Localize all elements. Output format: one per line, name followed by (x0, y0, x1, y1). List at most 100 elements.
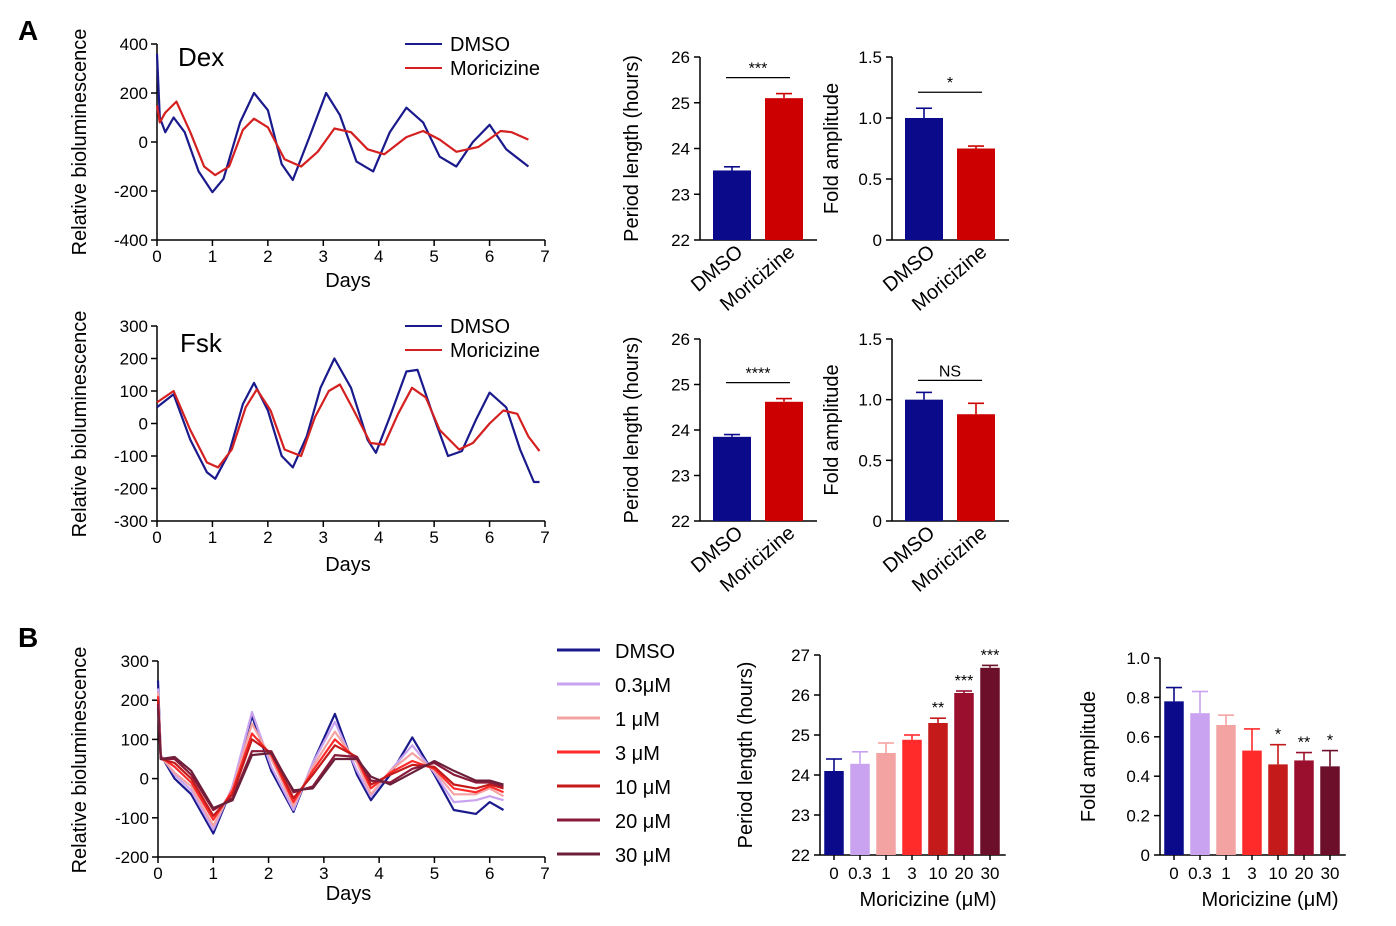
category-label: 1 (881, 864, 890, 883)
legend-label: DMSO (450, 316, 510, 338)
bar (957, 414, 995, 521)
x-tick-label: 6 (485, 528, 494, 547)
legend-label: 3 μM (615, 743, 660, 765)
y-tick-label: 23 (791, 806, 810, 825)
series-line-1 (155, 53, 530, 194)
category-label: 0.3 (1188, 864, 1212, 883)
x-tick-label: 6 (485, 247, 494, 266)
category-label: 30 (981, 864, 1000, 883)
y-tick-label: 300 (121, 652, 149, 671)
bar (980, 667, 1000, 855)
category-label: 10 (1269, 864, 1288, 883)
bar (1164, 701, 1184, 855)
bar (713, 170, 751, 240)
x-tick-label: 7 (540, 247, 549, 266)
y-tick-label: 1.5 (858, 330, 882, 349)
x-tick-label: 1 (209, 864, 218, 883)
x-tick-label: 7 (540, 528, 549, 547)
bar (1268, 764, 1288, 855)
y-tick-label: 1.0 (858, 391, 882, 410)
bar (1216, 724, 1236, 855)
significance-label: *** (749, 61, 768, 78)
y-tick-label: 22 (671, 512, 690, 531)
y-tick-label: 26 (671, 48, 690, 67)
bar (1294, 760, 1314, 855)
significance-label: ** (1298, 735, 1310, 752)
y-tick-label: 26 (671, 330, 690, 349)
y-axis-title: Relative bioluminescence (69, 647, 91, 874)
y-axis-title: Fold amplitude (1078, 691, 1100, 822)
x-axis-title: Days (325, 554, 371, 576)
y-axis-title: Period length (hours) (621, 55, 643, 242)
y-tick-label: 25 (671, 94, 690, 113)
x-axis-title: Days (326, 883, 372, 905)
series-line-2 (156, 383, 541, 469)
bar (850, 763, 870, 855)
category-label: 0.3 (848, 864, 872, 883)
x-tick-label: 1 (208, 528, 217, 547)
y-tick-label: 23 (671, 185, 690, 204)
x-tick-label: 2 (263, 247, 272, 266)
bar (1320, 766, 1340, 855)
significance-label: * (1327, 733, 1333, 750)
significance-label: **** (746, 366, 771, 383)
x-axis-title: Moricizine (μM) (859, 889, 996, 911)
series-line-1 (156, 357, 540, 484)
y-tick-label: 0 (873, 231, 882, 250)
bar (1242, 750, 1262, 855)
significance-label: * (947, 75, 953, 92)
y-tick-label: 1.5 (858, 48, 882, 67)
y-tick-label: 0 (1141, 846, 1150, 865)
bar (905, 399, 943, 521)
y-tick-label: 27 (791, 646, 810, 665)
y-tick-label: 0.6 (1126, 728, 1150, 747)
y-tick-label: 22 (671, 231, 690, 250)
y-tick-label: 0 (140, 770, 149, 789)
b_period-chart: 22 23 24 25 26 27 Period length (hours) 0 0.3 1 3 *… (735, 646, 1006, 911)
y-tick-label: 400 (120, 35, 148, 54)
series-line-7 (156, 707, 504, 810)
x-tick-label: 2 (263, 528, 272, 547)
y-tick-label: -200 (114, 182, 148, 201)
x-tick-label: 0 (152, 528, 161, 547)
y-tick-label: 0.8 (1126, 688, 1150, 707)
x-tick-label: 5 (429, 247, 438, 266)
x-tick-label: 4 (374, 864, 383, 883)
x-tick-label: 6 (485, 864, 494, 883)
legend-label: Moricizine (450, 58, 540, 80)
y-tick-label: 24 (671, 140, 690, 159)
y-tick-label: 25 (791, 726, 810, 745)
x-tick-label: 5 (430, 864, 439, 883)
a_fsk_trace-chart: -300 -200 -100 0 100 200 300 0 1 2 3 4 5 6 7 Days Relati… (69, 311, 550, 576)
category-label: 3 (907, 864, 916, 883)
bar (954, 693, 974, 855)
x-axis-title: Days (325, 270, 371, 292)
series-line-3 (156, 692, 505, 827)
y-tick-label: -100 (115, 809, 149, 828)
category-label: 30 (1321, 864, 1340, 883)
b_trace-chart: -200 -100 0 100 200 300 0 1 2 3 4 5 6 7 Days Relative b… (18, 622, 675, 905)
x-tick-label: 0 (152, 247, 161, 266)
x-axis-title: Moricizine (μM) (1201, 889, 1338, 911)
x-tick-label: 3 (319, 528, 328, 547)
panel-label: A (18, 15, 38, 46)
y-tick-label: 22 (791, 846, 810, 865)
bar (824, 771, 844, 855)
significance-label: *** (981, 647, 1000, 664)
series-line-6 (156, 704, 504, 812)
y-tick-label: -200 (115, 848, 149, 867)
y-axis-title: Relative bioluminescence (69, 29, 91, 256)
y-tick-label: 0.2 (1126, 807, 1150, 826)
legend-label: 0.3μM (615, 675, 671, 697)
y-tick-label: 0.4 (1126, 767, 1150, 786)
series-line-5 (156, 700, 504, 817)
y-tick-label: 300 (120, 317, 148, 336)
x-tick-label: 4 (374, 247, 383, 266)
significance-label: NS (939, 363, 961, 380)
category-label: 10 (929, 864, 948, 883)
series-line-1 (156, 680, 505, 835)
y-tick-label: 100 (121, 730, 149, 749)
series-line-2 (155, 100, 529, 177)
